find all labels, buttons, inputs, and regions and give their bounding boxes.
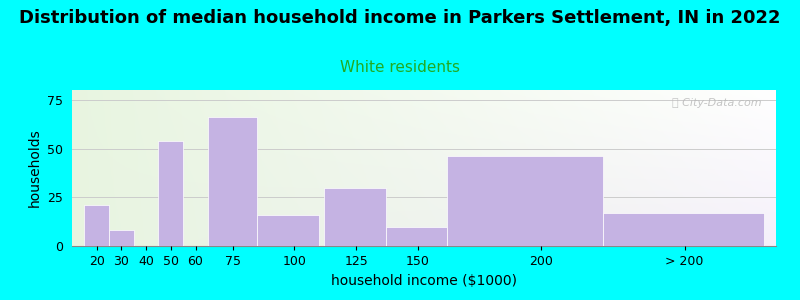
- Bar: [603, 213, 764, 246]
- Text: Distribution of median household income in Parkers Settlement, IN in 2022: Distribution of median household income …: [19, 9, 781, 27]
- Bar: [324, 188, 386, 246]
- Bar: [258, 215, 319, 246]
- Bar: [447, 156, 603, 246]
- Text: White residents: White residents: [340, 60, 460, 75]
- Y-axis label: households: households: [27, 129, 42, 207]
- Bar: [84, 205, 109, 246]
- Bar: [109, 230, 134, 246]
- Bar: [208, 117, 258, 246]
- Bar: [386, 226, 447, 246]
- X-axis label: household income ($1000): household income ($1000): [331, 274, 517, 288]
- Text: ⓘ City-Data.com: ⓘ City-Data.com: [672, 98, 762, 108]
- Bar: [158, 141, 183, 246]
